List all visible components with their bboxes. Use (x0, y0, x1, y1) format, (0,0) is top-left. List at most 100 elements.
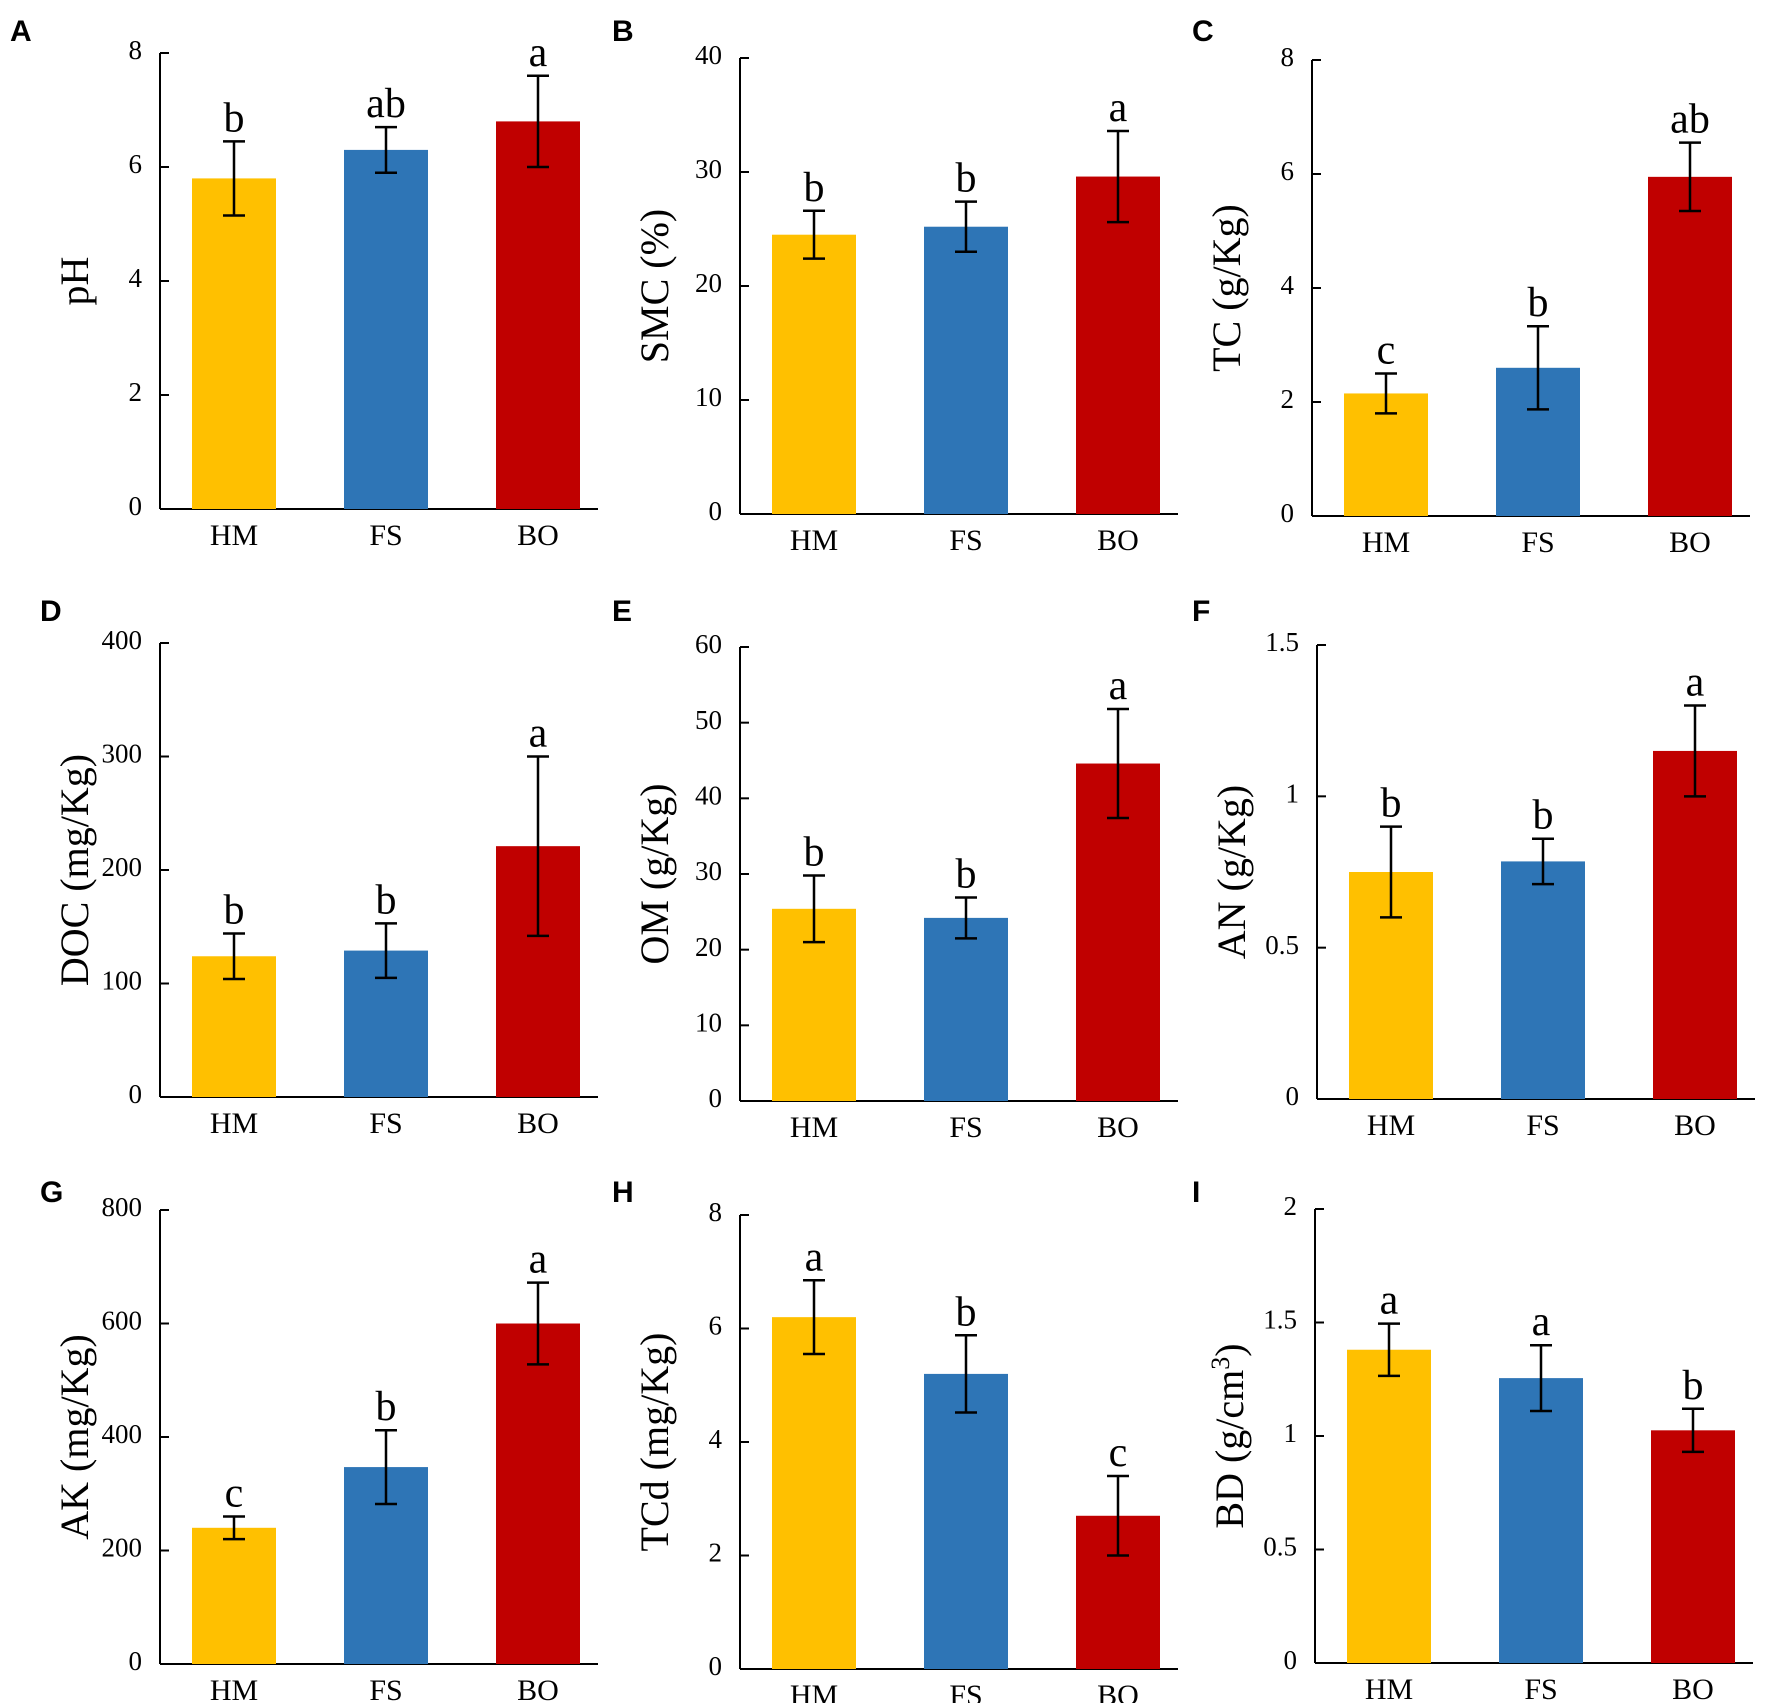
significance-letter: ab (366, 81, 406, 127)
x-category-label: BO (1669, 526, 1711, 559)
y-tick-label: 20 (695, 268, 722, 298)
panel-letter: H (612, 1176, 634, 1209)
significance-letter: b (224, 888, 245, 934)
significance-letter: b (1528, 280, 1549, 326)
y-axis-label-text: OM (g/Kg) (632, 783, 677, 964)
panel-letter: D (40, 595, 62, 628)
significance-letter: a (1532, 1299, 1551, 1345)
panel-i: I 0 0.5 1 1.5 2 BD (g/cm3) a HM a FS b BO (1192, 1176, 1753, 1703)
x-category-label: FS (949, 1679, 982, 1703)
panel-g: G 0 200 400 600 800 AK (mg/Kg) c HM b FS a BO (40, 1176, 598, 1703)
bar-bo (1076, 176, 1160, 514)
x-category-label: FS (369, 1107, 402, 1140)
significance-letter: c (1109, 1430, 1128, 1476)
y-tick-label: 10 (695, 1008, 722, 1038)
significance-letter: c (225, 1470, 244, 1516)
x-category-label: FS (949, 524, 982, 557)
y-axis-label: AN (g/Kg) (1209, 785, 1254, 959)
x-category-label: BO (517, 1674, 559, 1703)
y-axis-label-text: AN (g/Kg) (1209, 785, 1254, 959)
panel-f: F 0 0.5 1 1.5 AN (g/Kg) b HM b FS a BO (1192, 595, 1755, 1142)
significance-letter: b (956, 851, 977, 897)
x-category-label: HM (1362, 526, 1410, 559)
y-tick-label: 60 (695, 629, 722, 659)
y-tick-label: 4 (1281, 270, 1295, 300)
y-tick-label: 6 (1281, 156, 1295, 186)
significance-letter: b (376, 877, 397, 923)
x-category-label: HM (210, 519, 258, 552)
bar-bo (1653, 750, 1737, 1099)
y-tick-label: 300 (102, 739, 143, 769)
y-tick-label: 50 (695, 705, 722, 735)
x-category-label: FS (369, 519, 402, 552)
y-tick-label: 8 (129, 35, 143, 65)
y-tick-label: 6 (709, 1311, 723, 1341)
bar-hm (192, 178, 276, 509)
y-tick-label: 0 (709, 1083, 723, 1113)
significance-letter: b (956, 156, 977, 202)
y-axis-label-superscript: 3 (1206, 1357, 1235, 1370)
y-tick-label: 20 (695, 932, 722, 962)
significance-letter: b (224, 95, 245, 141)
y-axis-label: BD (g/cm3) (1206, 1343, 1253, 1528)
y-tick-label: 1.5 (1265, 627, 1299, 657)
bar-fs (924, 917, 1008, 1101)
y-axis-label-text: AK (mg/Kg) (52, 1334, 97, 1540)
y-tick-label: 1.5 (1263, 1305, 1297, 1335)
y-tick-label: 600 (102, 1306, 143, 1336)
y-tick-label: 2 (1284, 1191, 1298, 1221)
y-axis-label: TCd (mg/Kg) (632, 1333, 677, 1552)
y-tick-label: 1 (1286, 779, 1300, 809)
significance-letter: a (805, 1234, 824, 1280)
y-axis-label: OM (g/Kg) (632, 783, 677, 964)
panel-letter: B (612, 15, 634, 48)
bar-fs (1499, 1378, 1583, 1663)
significance-letter: a (529, 30, 548, 76)
y-tick-label: 0.5 (1265, 930, 1299, 960)
x-category-label: HM (210, 1674, 258, 1703)
significance-letter: a (1109, 85, 1128, 131)
significance-letter: a (529, 1237, 548, 1283)
y-tick-label: 10 (695, 382, 722, 412)
x-category-label: HM (1365, 1673, 1413, 1703)
y-tick-label: 800 (102, 1192, 143, 1222)
bar-fs (924, 226, 1008, 514)
panel-letter: G (40, 1176, 63, 1209)
y-tick-label: 8 (1281, 42, 1295, 72)
y-axis-label-end: ) (1207, 1343, 1252, 1356)
y-axis-label-text: TCd (mg/Kg) (632, 1333, 677, 1552)
panel-letter: C (1192, 15, 1214, 48)
y-tick-label: 0.5 (1263, 1532, 1297, 1562)
x-category-label: BO (517, 1107, 559, 1140)
significance-letter: b (1381, 781, 1402, 827)
bar-bo (1648, 176, 1732, 516)
y-tick-label: 40 (695, 781, 722, 811)
x-category-label: FS (1526, 1109, 1559, 1142)
significance-letter: b (1683, 1363, 1704, 1409)
y-tick-label: 0 (129, 1079, 143, 1109)
bar-bo (1076, 763, 1160, 1101)
y-tick-label: 400 (102, 625, 143, 655)
x-category-label: FS (949, 1111, 982, 1144)
y-tick-label: 200 (102, 1533, 143, 1563)
panel-c: C 0 2 4 6 8 TC (g/Kg) c HM b FS ab BO (1192, 15, 1750, 559)
y-tick-label: 2 (709, 1538, 723, 1568)
x-category-label: HM (210, 1107, 258, 1140)
panel-letter: F (1192, 595, 1210, 628)
x-category-label: FS (1524, 1673, 1557, 1703)
significance-letter: b (376, 1384, 397, 1430)
y-tick-label: 30 (695, 154, 722, 184)
x-category-label: BO (1097, 1679, 1139, 1703)
panel-e: E 0 10 20 30 40 50 60 OM (g/Kg) b HM b FS a BO (612, 595, 1178, 1144)
y-axis-label: SMC (%) (632, 209, 677, 363)
bar-bo (496, 121, 580, 510)
panel-a: A 0 2 4 6 8 pH b HM ab FS a BO (10, 15, 598, 552)
y-tick-label: 0 (1286, 1081, 1300, 1111)
x-category-label: BO (517, 519, 559, 552)
x-category-label: HM (790, 1111, 838, 1144)
bar-fs (924, 1373, 1008, 1669)
y-tick-label: 0 (1281, 498, 1295, 528)
significance-letter: a (1686, 660, 1705, 706)
panel-letter: E (612, 595, 632, 628)
